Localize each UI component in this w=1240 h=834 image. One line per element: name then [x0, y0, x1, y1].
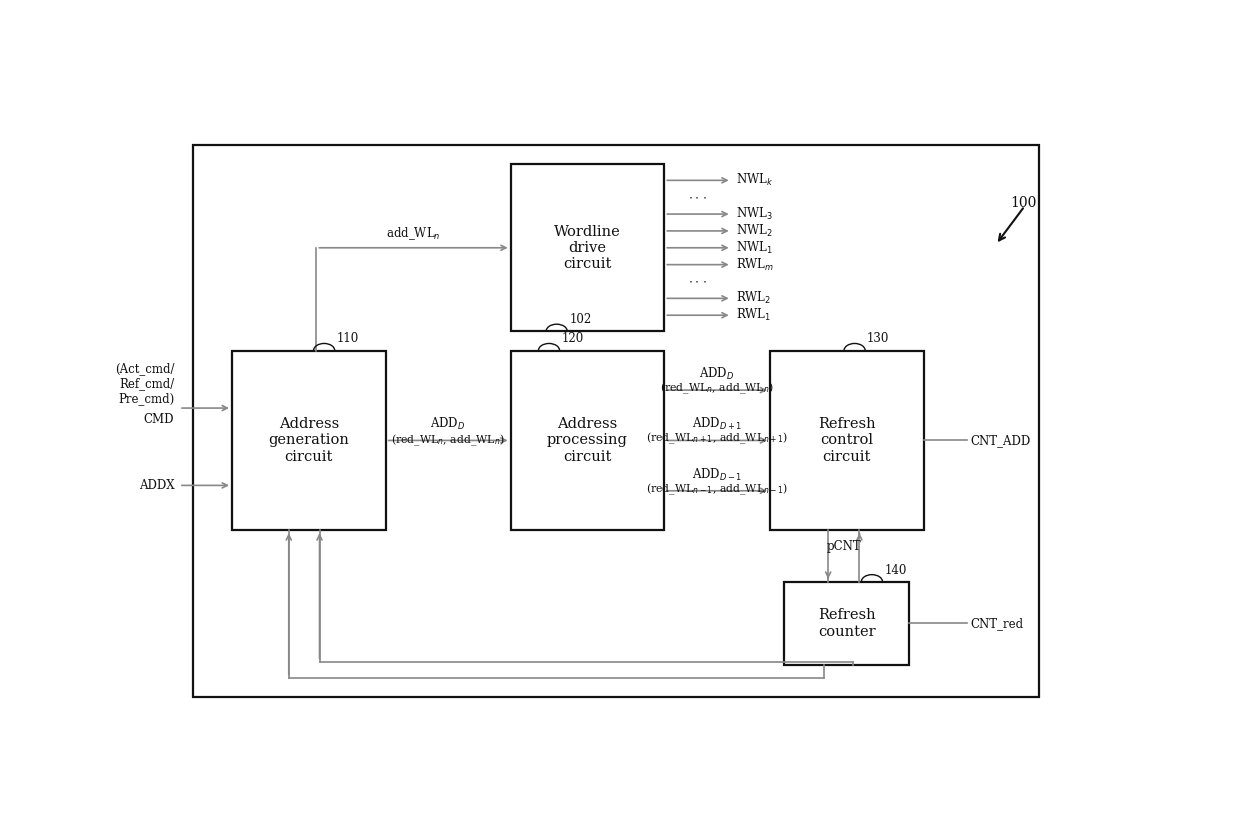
Text: 100: 100 — [1011, 196, 1037, 210]
Text: 140: 140 — [884, 564, 906, 576]
Text: 102: 102 — [569, 313, 591, 326]
Text: CNT_red: CNT_red — [970, 617, 1023, 630]
Text: Pre_cmd): Pre_cmd) — [118, 393, 174, 405]
Text: ADDX: ADDX — [139, 479, 174, 492]
Text: Address
generation
circuit: Address generation circuit — [268, 417, 350, 464]
Text: $\cdot\cdot\cdot$: $\cdot\cdot\cdot$ — [688, 275, 708, 288]
Text: Wordline
drive
circuit: Wordline drive circuit — [554, 224, 621, 271]
Text: ADD$_D$: ADD$_D$ — [430, 416, 466, 433]
Bar — [770, 350, 924, 530]
Text: NWL$_3$: NWL$_3$ — [737, 206, 774, 222]
Text: NWL$_k$: NWL$_k$ — [737, 173, 774, 188]
Text: ADD$_D$: ADD$_D$ — [699, 366, 735, 382]
Bar — [785, 582, 909, 666]
Text: 130: 130 — [867, 333, 889, 345]
Text: RWL$_2$: RWL$_2$ — [737, 290, 771, 306]
Text: 110: 110 — [336, 333, 358, 345]
Bar — [232, 350, 386, 530]
Text: $\cdot\cdot\cdot$: $\cdot\cdot\cdot$ — [688, 191, 708, 203]
Text: CNT_ADD: CNT_ADD — [970, 434, 1030, 447]
Text: (red_WL$_n$, add_WL$_n$): (red_WL$_n$, add_WL$_n$) — [392, 433, 505, 448]
Bar — [511, 350, 665, 530]
Text: CMD: CMD — [144, 413, 174, 426]
Text: ADD$_{D-1}$: ADD$_{D-1}$ — [692, 467, 743, 483]
Bar — [193, 145, 1039, 697]
Text: (Act_cmd/: (Act_cmd/ — [115, 362, 174, 374]
Text: Address
processing
circuit: Address processing circuit — [547, 417, 627, 464]
Text: pCNT: pCNT — [826, 540, 861, 553]
Text: (red_WL$_{n-1}$, add_WL$_{n-1}$): (red_WL$_{n-1}$, add_WL$_{n-1}$) — [646, 481, 789, 496]
Text: (red_WL$_{n+1}$, add_WL$_{n+1}$): (red_WL$_{n+1}$, add_WL$_{n+1}$) — [646, 431, 789, 446]
Text: Refresh
counter: Refresh counter — [818, 608, 875, 639]
Text: NWL$_1$: NWL$_1$ — [737, 239, 774, 256]
Text: Refresh
control
circuit: Refresh control circuit — [818, 417, 875, 464]
Text: (red_WL$_n$, add_WL$_n$): (red_WL$_n$, add_WL$_n$) — [661, 380, 774, 396]
Text: ADD$_{D+1}$: ADD$_{D+1}$ — [692, 416, 743, 433]
Bar — [511, 164, 665, 331]
Text: Ref_cmd/: Ref_cmd/ — [119, 377, 174, 390]
Text: RWL$_m$: RWL$_m$ — [737, 257, 775, 273]
Text: add_WL$_n$: add_WL$_n$ — [386, 225, 440, 242]
Text: 120: 120 — [562, 333, 584, 345]
Text: RWL$_1$: RWL$_1$ — [737, 307, 771, 324]
Text: NWL$_2$: NWL$_2$ — [737, 223, 773, 239]
